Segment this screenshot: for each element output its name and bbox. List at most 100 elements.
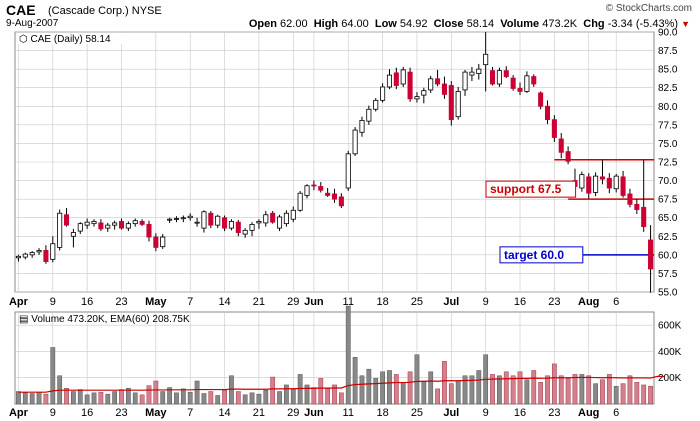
volume-bar	[455, 380, 461, 405]
candle-down	[510, 77, 516, 89]
candle-down	[235, 221, 241, 233]
volume-bar	[222, 389, 227, 405]
candle-up	[304, 185, 310, 196]
volume-bar	[634, 382, 640, 405]
volume-x-tick-label: 23	[115, 407, 127, 419]
candle-down	[208, 212, 214, 226]
volume-bar	[36, 391, 42, 405]
volume-legend: ▤ Volume 473.20K, EMA(60) 208.75K	[19, 314, 190, 325]
volume-x-tick-label: 7	[187, 407, 193, 419]
volume-bar	[160, 391, 166, 405]
price-tick-label: 60.0	[658, 250, 678, 261]
candle-up	[70, 232, 76, 237]
candle-down	[43, 249, 49, 262]
volume-bar	[476, 370, 482, 405]
volume-bar	[462, 375, 468, 405]
candle-up	[469, 71, 475, 76]
candle-up	[277, 216, 283, 229]
candle-down	[311, 184, 317, 187]
volume-tick-label: 200K	[658, 373, 682, 384]
candle-up	[345, 153, 351, 189]
volume-x-tick-label: 14	[218, 407, 230, 419]
volume-bar	[600, 379, 605, 405]
volume-bar	[256, 393, 262, 405]
volume-x-tick-label: 6	[613, 407, 619, 419]
price-x-tick-label: 23	[548, 296, 560, 308]
candle-down	[146, 223, 152, 238]
candle-up	[167, 218, 173, 221]
candle-up	[132, 220, 138, 225]
volume-bar	[208, 391, 214, 405]
volume-x-tick-label: 18	[376, 407, 388, 419]
price-tick-label: 72.5	[658, 158, 678, 169]
price-x-tick-label: 16	[81, 296, 93, 308]
candle-down	[606, 177, 612, 189]
candle-up	[194, 221, 200, 224]
candle-down	[318, 186, 324, 191]
volume-tick-label: 600K	[658, 321, 682, 332]
candle-up	[428, 78, 434, 91]
candle-up	[77, 223, 83, 232]
price-x-tick-label: Aug	[578, 296, 599, 308]
candle-up	[242, 229, 248, 235]
volume-bar	[565, 378, 571, 405]
candle-down	[64, 214, 70, 226]
candle-up	[125, 223, 131, 229]
price-tick-label: 62.5	[658, 232, 678, 243]
volume-bar	[249, 392, 255, 405]
volume-bar	[290, 388, 296, 405]
volume-bar	[235, 391, 241, 405]
candle-up	[249, 223, 255, 231]
candle-down	[139, 221, 145, 225]
volume-x-tick-label: 9	[50, 407, 56, 419]
volume-value: 473.2K	[542, 18, 578, 30]
high-value: 64.00	[341, 18, 369, 30]
price-legend: ⬡ CAE (Daily) 58.14	[19, 34, 111, 45]
price-x-tick-label: Apr	[9, 296, 29, 308]
volume-bar	[284, 384, 289, 405]
candle-down	[153, 236, 159, 248]
volume-bar	[43, 393, 49, 405]
volume-bar	[558, 375, 564, 405]
candle-down	[620, 176, 626, 196]
volume-bar	[125, 387, 131, 405]
price-tick-label: 82.5	[658, 83, 678, 94]
volume-bar	[393, 374, 399, 405]
target-label: target 60.0	[504, 248, 564, 262]
volume-x-tick-label: 29	[287, 407, 299, 419]
candle-up	[455, 91, 461, 118]
candle-down	[551, 119, 557, 138]
candle-up	[112, 222, 118, 226]
price-x-tick-label: Jul	[443, 296, 459, 308]
price-x-tick-label: 14	[218, 296, 230, 308]
volume-label: Volume	[500, 18, 540, 30]
candle-up	[283, 212, 289, 225]
volume-bar	[442, 361, 447, 405]
candle-up	[483, 53, 489, 66]
volume-bar	[538, 382, 544, 405]
volume-bar	[187, 391, 193, 405]
ema-line	[18, 375, 665, 393]
low-label: Low	[374, 18, 397, 30]
candle-down	[503, 70, 509, 77]
price-x-tick-label: 9	[483, 296, 489, 308]
volume-bar	[180, 388, 186, 405]
candle-up	[414, 96, 420, 100]
volume-bar	[153, 380, 159, 405]
chg-label: Chg	[583, 18, 605, 30]
volume-bar	[648, 386, 653, 405]
candle-down	[558, 138, 564, 153]
candle-up	[579, 174, 585, 189]
price-x-tick-label: 11	[343, 296, 354, 308]
volume-x-tick-label: 25	[411, 407, 423, 419]
volume-bar	[503, 371, 509, 405]
volume-tick-label: 400K	[658, 347, 682, 358]
price-x-tick-label: Jun	[304, 296, 324, 308]
volume-bar	[435, 388, 440, 405]
volume-bar	[338, 392, 344, 405]
price-tick-label: 77.5	[658, 120, 678, 131]
volume-bar	[325, 388, 331, 405]
price-x-tick-label: 18	[376, 296, 388, 308]
price-x-tick-label: 25	[411, 296, 423, 308]
volume-bar	[579, 374, 585, 405]
